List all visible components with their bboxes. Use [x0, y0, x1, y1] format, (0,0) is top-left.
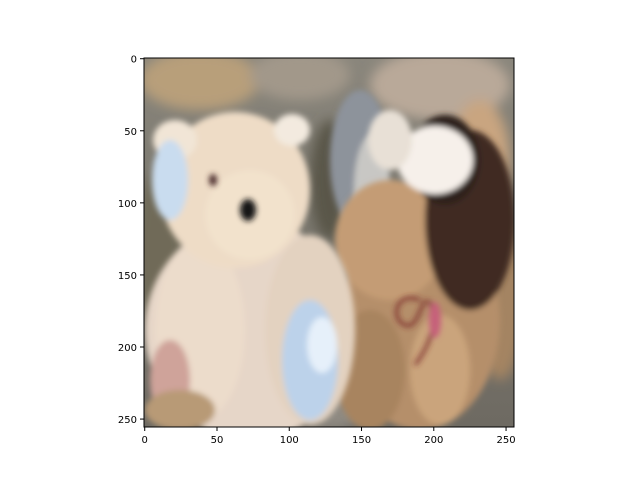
y-tick-label: 50: [124, 127, 137, 138]
x-tick-label: 200: [424, 435, 443, 446]
x-tick-label: 250: [497, 435, 516, 446]
axes-frame: [143, 57, 515, 428]
y-tick-label: 250: [118, 415, 137, 426]
photo-image: [144, 58, 514, 427]
x-tick-label: 50: [211, 435, 224, 446]
y-tick-label: 0: [131, 55, 137, 66]
y-tick-label: 150: [118, 271, 137, 282]
x-axis: 0 50 100 150 200 250: [142, 427, 516, 446]
y-tick-label: 100: [118, 199, 137, 210]
y-axis: 0 50 100 150 200 250: [118, 55, 144, 426]
y-tick-label: 200: [118, 343, 137, 354]
x-tick-label: 150: [352, 435, 371, 446]
x-tick-label: 100: [280, 435, 299, 446]
x-tick-label: 0: [142, 435, 148, 446]
